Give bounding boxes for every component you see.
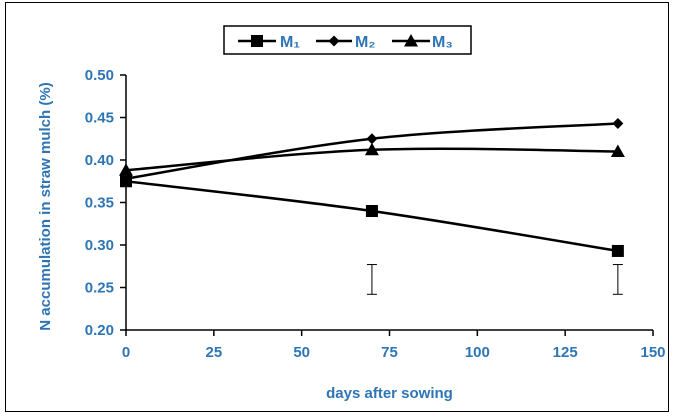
y-tick-label: 0.45 bbox=[85, 110, 114, 127]
data-point-series-3 bbox=[364, 142, 379, 156]
y-tick-label: 0.40 bbox=[85, 152, 114, 169]
x-tick-label: 100 bbox=[465, 344, 490, 361]
x-tick-label: 50 bbox=[293, 344, 310, 361]
y-tick-label: 0.20 bbox=[85, 322, 114, 339]
x-tick-label: 25 bbox=[205, 344, 222, 361]
y-tick-label: 0.25 bbox=[85, 280, 114, 297]
y-tick-label: 0.50 bbox=[85, 67, 114, 84]
x-tick-label: 75 bbox=[381, 344, 398, 361]
data-point-series-3 bbox=[119, 163, 133, 176]
legend: M₁ M₂ M₃ bbox=[223, 25, 472, 55]
x-axis-title: days after sowing bbox=[326, 385, 453, 402]
legend-marker bbox=[404, 34, 418, 47]
data-point-series-2 bbox=[612, 117, 624, 129]
y-tick-label: 0.30 bbox=[85, 237, 114, 254]
data-point-series-2 bbox=[120, 173, 132, 185]
legend-label: M₃ bbox=[432, 34, 453, 51]
legend-label: M₂ bbox=[355, 34, 375, 51]
x-tick-label: 125 bbox=[553, 344, 578, 361]
legend-label: M₁ bbox=[280, 34, 300, 51]
data-point-series-2 bbox=[366, 133, 378, 145]
data-point-series-1 bbox=[365, 205, 378, 217]
y-tick-label: 0.35 bbox=[85, 195, 114, 212]
legend-marker bbox=[328, 35, 340, 47]
legend-marker bbox=[251, 35, 263, 47]
data-point-series-1 bbox=[611, 244, 624, 257]
x-tick-label: 0 bbox=[122, 344, 130, 361]
data-point-series-3 bbox=[610, 144, 625, 157]
y-axis-title: N accumulation in straw mulch (%) bbox=[37, 82, 54, 330]
x-tick-label: 150 bbox=[640, 344, 665, 361]
